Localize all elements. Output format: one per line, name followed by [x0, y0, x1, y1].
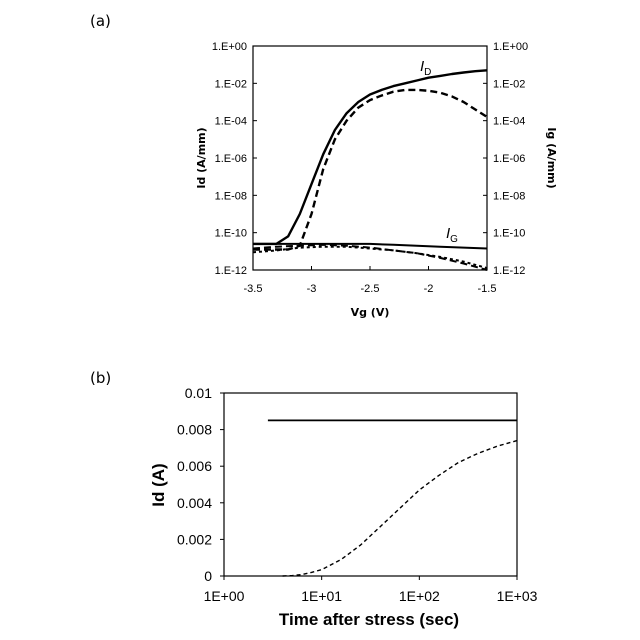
- plot-b-y-ticks: 0 0.002 0.004 0.006 0.008 0.01: [177, 385, 224, 584]
- x-tick-label: -2: [424, 283, 434, 295]
- plot-a-x-axis-label: Vg (V): [351, 306, 390, 319]
- y-tick-label-right: 1.E-06: [493, 153, 525, 165]
- y-tick-label-right: 1.E-04: [493, 116, 525, 128]
- y-tick-label: 0: [204, 568, 212, 584]
- panel-a: (a) 1.E+00 1.E-02 1.E-04 1.E-06 1.E-08 1.E-10…: [90, 12, 558, 319]
- x-tick-label: -3.5: [244, 283, 263, 295]
- series-line-ig-dashed: [252, 243, 488, 271]
- panel-a-label: (a): [90, 12, 111, 30]
- y-tick-label: 0.002: [177, 531, 212, 547]
- plot-b-series: [267, 419, 518, 577]
- plot-b-x-ticks: 1E+00 1E+01 1E+02 1E+03: [204, 576, 538, 604]
- y-tick-label: 0.008: [177, 422, 212, 438]
- series-line-id-solid: [253, 69, 488, 246]
- x-tick-label: 1E+03: [497, 588, 538, 604]
- plot-a-series: [252, 69, 488, 271]
- y-tick-label: 0.004: [177, 495, 212, 511]
- x-tick-label: -2.5: [361, 283, 380, 295]
- panel-b: (b) 0 0.002 0.004 0.006 0.008 0.01 1E+00 1E+01…: [90, 369, 538, 629]
- plot-a-x-ticks: -3.5 -3 -2.5 -2 -1.5: [244, 266, 497, 295]
- series-line-id-dashed: [253, 88, 488, 251]
- plot-b-y-axis-label: Id (A): [149, 463, 168, 506]
- plot-b-frame: [223, 392, 518, 577]
- y-tick-label: 1.E-04: [215, 116, 247, 128]
- x-tick-label: -3: [307, 283, 317, 295]
- y-tick-label: 1.E-12: [215, 265, 247, 277]
- y-tick-label: 1.E-10: [215, 228, 247, 240]
- x-tick-label: 1E+01: [301, 588, 342, 604]
- y-tick-label-right: 1.E-08: [493, 190, 525, 202]
- y-tick-label-right: 1.E-10: [493, 228, 525, 240]
- series-line-ig-solid: [253, 242, 488, 250]
- y-tick-label: 0.006: [177, 458, 212, 474]
- y-tick-label: 1.E-08: [215, 190, 247, 202]
- plot-b-x-axis-label: Time after stress (sec): [279, 610, 459, 629]
- x-tick-label: 1E+02: [399, 588, 440, 604]
- series-line-dashed: [282, 439, 518, 577]
- y-tick-label-right: 1.E+00: [493, 41, 528, 53]
- plot-a-y-ticks-right: 1.E+00 1.E-02 1.E-04 1.E-06 1.E-08 1.E-10 1.E-…: [483, 41, 528, 277]
- y-tick-label: 1.E-02: [215, 78, 247, 90]
- curve-label-ig: IG: [446, 225, 458, 245]
- curve-label-id: ID: [420, 58, 431, 78]
- x-tick-label: -1.5: [478, 283, 497, 295]
- panel-b-label: (b): [90, 369, 111, 387]
- plot-a-y-axis-label: Id (A/mm): [195, 127, 208, 188]
- plot-a-y-ticks: 1.E+00 1.E-02 1.E-04 1.E-06 1.E-08 1.E-10 1.E-…: [212, 41, 257, 277]
- y-tick-label-right: 1.E-12: [493, 265, 525, 277]
- y-tick-label: 1.E+00: [212, 41, 247, 53]
- y-tick-label: 0.01: [185, 385, 212, 401]
- y-tick-label: 1.E-06: [215, 153, 247, 165]
- x-tick-label: 1E+00: [204, 588, 245, 604]
- plot-a-y-axis-label-right: Ig (A/mm): [545, 127, 558, 188]
- y-tick-label-right: 1.E-02: [493, 78, 525, 90]
